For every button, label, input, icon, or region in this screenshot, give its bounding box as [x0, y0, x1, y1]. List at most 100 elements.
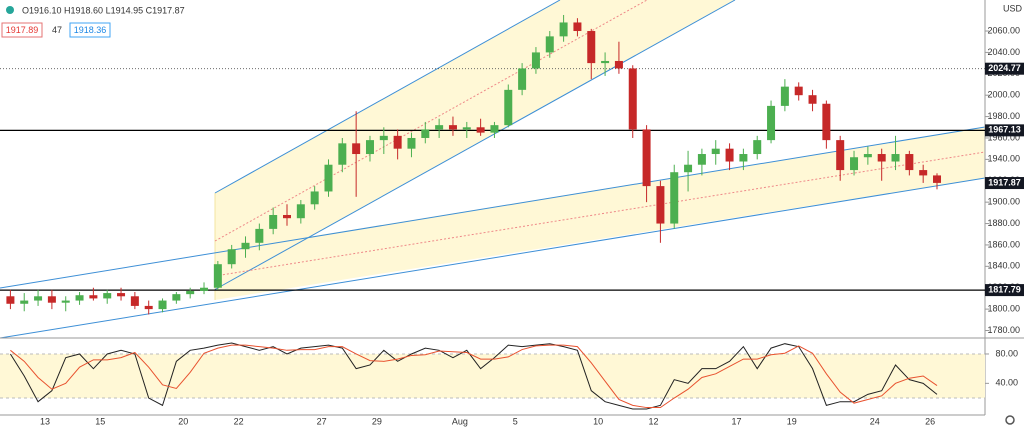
candle-body: [296, 204, 305, 219]
candle-body: [117, 293, 126, 297]
x-tick-label: 15: [95, 416, 105, 426]
candle-body: [614, 60, 623, 69]
candle-body: [559, 22, 568, 37]
candle-body: [435, 125, 444, 130]
currency: USD: [1003, 3, 1023, 13]
y-tick-label: 1840.00: [987, 261, 1020, 271]
candle-body: [919, 170, 928, 176]
y-tick-label: 1980.00: [987, 111, 1020, 121]
candle-body: [697, 154, 706, 165]
candle-body: [130, 296, 139, 306]
candle-body: [352, 143, 361, 155]
candle-body: [794, 86, 803, 96]
x-tick-label: 17: [731, 416, 741, 426]
candle-body: [656, 186, 665, 224]
candle-body: [186, 290, 195, 295]
price-tag-label: 2024.77: [988, 63, 1021, 73]
candle-body: [103, 293, 112, 299]
ask-box[interactable]: [69, 22, 111, 38]
candle-body: [739, 154, 748, 162]
y-tick-label: 1940.00: [987, 154, 1020, 164]
candle-body: [504, 89, 513, 126]
candle-body: [587, 31, 596, 64]
candle-body: [365, 140, 374, 155]
ask-price: 1918.36: [74, 25, 107, 35]
candle-body: [310, 191, 319, 205]
channel-line: [214, 0, 561, 194]
settings-icon[interactable]: [1005, 415, 1015, 425]
candle-body: [684, 164, 693, 173]
candle-body: [753, 140, 762, 155]
candle-body: [933, 175, 942, 183]
y-tick-label: 40.00: [995, 378, 1018, 388]
candle-body: [227, 249, 236, 265]
candle-body: [711, 148, 720, 155]
x-tick-label: 19: [787, 416, 797, 426]
candle-body: [379, 135, 388, 141]
y-tick-label: 1960.00: [987, 132, 1020, 142]
x-tick-label: 10: [593, 416, 603, 426]
candle-body: [200, 287, 209, 291]
x-tick-label: 5: [513, 416, 518, 426]
y-tick-label: 2000.00: [987, 90, 1020, 100]
y-tick-label: 80.00: [995, 348, 1018, 358]
last-price-tag: [985, 177, 1024, 190]
stoch-line: [10, 344, 938, 409]
candle-body: [725, 148, 734, 162]
candle-body: [448, 125, 457, 130]
candle-body: [545, 36, 554, 53]
candle-body: [490, 125, 499, 133]
y-tick-label: 1880.00: [987, 218, 1020, 228]
x-tick-label: 20: [178, 416, 188, 426]
candle-body: [172, 294, 181, 301]
channel-line: [214, 0, 736, 290]
candle-body: [822, 103, 831, 141]
channel-fill: [215, 127, 985, 300]
candle-body: [213, 264, 222, 288]
channel-mid: [214, 0, 648, 242]
price-tag: [985, 62, 1024, 75]
bid-price: 1917.89: [6, 25, 39, 35]
candle-body: [269, 214, 278, 229]
spread: 47: [52, 25, 62, 35]
candle-body: [324, 164, 333, 192]
x-tick-label: 29: [372, 416, 382, 426]
candle-body: [836, 140, 845, 171]
x-tick-label: 22: [234, 416, 244, 426]
candle-body: [531, 52, 540, 69]
x-tick-label: 24: [870, 416, 880, 426]
candle-body: [863, 154, 872, 158]
candle-body: [47, 296, 56, 303]
candle-body: [34, 296, 43, 301]
stoch-band: [0, 353, 985, 399]
candle-body: [158, 300, 167, 310]
candle-body: [628, 68, 637, 130]
candle-body: [255, 228, 264, 243]
channel-line: [0, 177, 986, 339]
candle-body: [144, 305, 153, 310]
candle-body: [338, 143, 347, 165]
price-tag: [985, 124, 1024, 137]
channel-line: [0, 126, 986, 289]
x-tick-label: 27: [317, 416, 327, 426]
candle-body: [20, 300, 29, 304]
candle-body: [767, 105, 776, 141]
y-tick-label: 1900.00: [987, 197, 1020, 207]
status-dot: [6, 6, 14, 14]
candle-body: [476, 127, 485, 133]
candle-body: [75, 295, 84, 301]
price-tag-label: 1967.13: [988, 125, 1021, 135]
x-tick-label: Aug: [452, 416, 468, 426]
candle-body: [891, 154, 900, 162]
y-tick-label: 1800.00: [987, 303, 1020, 313]
y-tick-label: 2040.00: [987, 47, 1020, 57]
ohlc-legend: O1916.10 H1918.60 L1914.95 C1917.87: [22, 5, 185, 15]
candle-body: [283, 214, 291, 219]
candle-body: [850, 157, 859, 171]
candle-body: [462, 127, 471, 130]
bid-box[interactable]: [1, 22, 43, 38]
x-tick-label: 12: [649, 416, 659, 426]
last-price-label: 1917.87: [988, 177, 1021, 187]
y-tick-label: 2060.00: [987, 25, 1020, 35]
